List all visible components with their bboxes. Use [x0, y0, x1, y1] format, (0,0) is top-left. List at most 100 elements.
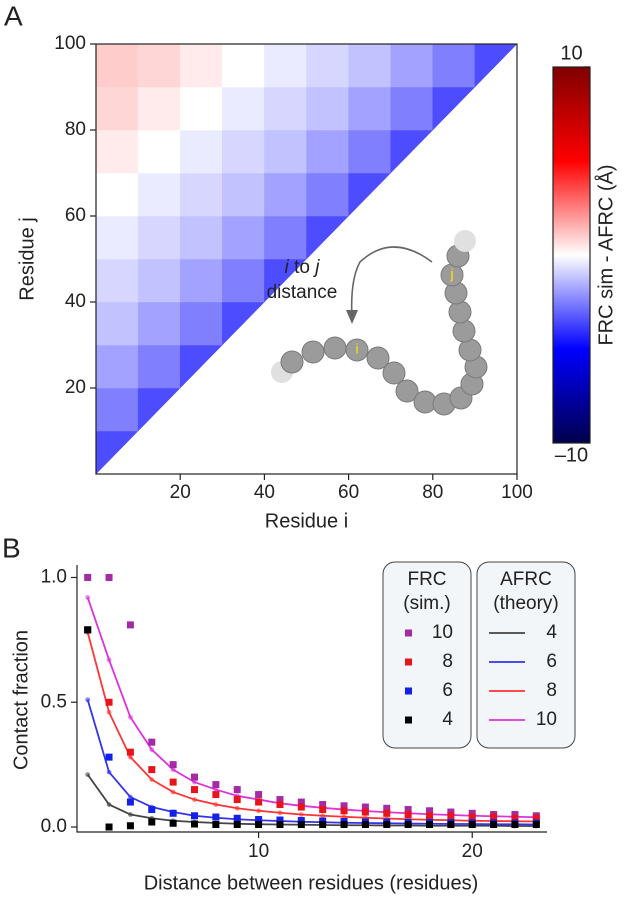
line-point	[213, 802, 219, 807]
marker	[84, 626, 92, 634]
legend-marker	[405, 687, 412, 695]
marker	[468, 821, 476, 829]
heat-cell	[179, 301, 223, 346]
line-point	[192, 797, 197, 802]
x-tick-label: 20	[170, 482, 191, 503]
heat-cell	[222, 258, 265, 303]
marker	[105, 698, 113, 706]
line-point	[277, 810, 283, 816]
y-tick-label: 60	[65, 205, 86, 226]
marker	[447, 821, 455, 829]
bead-i	[345, 338, 369, 362]
marker	[169, 809, 177, 817]
heat-cell	[137, 215, 181, 260]
marker	[276, 801, 284, 809]
line-point	[341, 814, 347, 820]
line-point	[320, 813, 326, 819]
heat-cell	[390, 129, 434, 174]
marker	[383, 809, 391, 817]
line-point	[106, 769, 112, 775]
marker	[319, 806, 327, 814]
legend-box	[382, 561, 472, 749]
annotation: distance	[267, 282, 338, 303]
heat-cell	[306, 215, 350, 260]
legend-title: AFRC	[500, 569, 552, 590]
heat-cell	[474, 43, 518, 88]
marker	[233, 821, 241, 829]
heat-cell	[390, 86, 434, 131]
heat-cell	[95, 129, 139, 174]
legend-marker	[405, 716, 412, 724]
bead	[280, 350, 304, 374]
marker	[511, 814, 519, 822]
x-axis-label: Residue i	[265, 510, 348, 532]
heat-cell	[137, 301, 181, 346]
heat-cell	[95, 43, 139, 88]
marker	[276, 816, 284, 824]
marker	[319, 821, 327, 829]
line-point	[106, 709, 112, 715]
marker	[383, 821, 391, 829]
x-tick-label: 100	[501, 482, 533, 503]
panel-letter: B	[2, 532, 21, 563]
marker	[126, 748, 134, 756]
heat-cell	[179, 215, 223, 260]
legend-label: 6	[546, 651, 557, 672]
line-point	[85, 595, 91, 600]
marker	[276, 821, 284, 829]
heat-cell	[179, 43, 223, 88]
heat-cell	[348, 43, 391, 88]
heat-cell	[348, 172, 392, 217]
series-line	[86, 699, 537, 826]
heat-cell	[95, 258, 139, 303]
line-point	[149, 777, 155, 782]
heat-cell	[432, 43, 476, 88]
heat-cell	[95, 301, 139, 346]
x-tick-label: 10	[248, 841, 269, 862]
marker	[447, 812, 455, 820]
marker	[212, 781, 220, 789]
legend-label: 8	[546, 680, 557, 701]
legend-label: 10	[432, 622, 453, 643]
heat-cell	[306, 43, 349, 88]
y-tick-label: 40	[65, 291, 86, 312]
marker	[532, 814, 540, 822]
marker	[383, 804, 391, 812]
bead	[382, 361, 406, 385]
marker	[126, 621, 134, 629]
line-point	[85, 772, 91, 778]
x-tick-label: 60	[338, 482, 359, 503]
heat-cell	[306, 86, 349, 131]
bead-tail	[454, 230, 476, 252]
marker	[447, 808, 455, 816]
y-tick-label: 1.0	[41, 566, 67, 587]
annotation: i to j	[285, 257, 321, 278]
marker	[148, 818, 156, 826]
distance-arrow	[350, 246, 433, 319]
y-tick-label: 100	[54, 33, 86, 54]
heat-cell	[95, 86, 139, 131]
marker	[105, 823, 113, 831]
heat-cell	[222, 301, 265, 346]
line-point	[128, 714, 133, 720]
marker	[84, 573, 92, 581]
heat-cell	[137, 344, 181, 389]
marker	[404, 811, 412, 819]
line-point	[128, 812, 133, 817]
marker	[468, 809, 476, 817]
marker	[191, 773, 198, 781]
line-point	[106, 802, 112, 807]
heat-cell	[137, 172, 181, 217]
line-point	[213, 787, 219, 792]
marker	[105, 753, 113, 761]
marker	[404, 806, 412, 814]
marker	[233, 814, 241, 822]
legend-label: 4	[442, 709, 453, 730]
marker	[361, 821, 369, 829]
axes-spines	[76, 565, 547, 833]
heat-cell	[264, 215, 307, 260]
annotation-part: to	[294, 257, 310, 278]
heat-cell	[95, 387, 139, 432]
marker	[148, 738, 156, 746]
chain-cartoon: i j i to j distance	[267, 230, 488, 416]
